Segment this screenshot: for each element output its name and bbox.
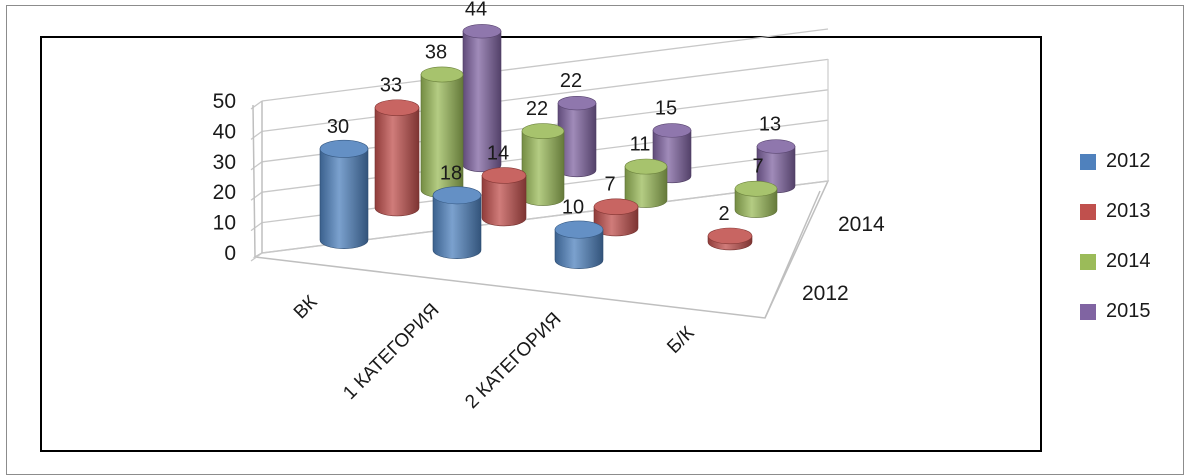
cylinder-2014-3 bbox=[734, 180, 778, 218]
category-label-1: 1 КАТЕГОРИЯ bbox=[339, 300, 443, 404]
cylinder-2013-0 bbox=[374, 99, 420, 217]
data-label-2014-2: 11 bbox=[630, 134, 651, 156]
y-tick-label-5: 50 bbox=[213, 90, 236, 113]
side-gridline-2 bbox=[250, 191, 263, 201]
cylinder-2014-2 bbox=[624, 158, 668, 208]
data-label-2014-1: 22 bbox=[526, 98, 548, 120]
data-label-2015-3: 13 bbox=[759, 113, 781, 135]
legend-swatch-1 bbox=[1080, 203, 1096, 220]
cylinder-2013-3 bbox=[707, 227, 753, 251]
depth-axis-line bbox=[764, 190, 821, 319]
y-tick-label-3: 30 bbox=[213, 151, 236, 174]
depth-axis-label-1: 2014 bbox=[838, 213, 885, 236]
data-label-2012-0: 30 bbox=[327, 116, 349, 138]
legend-label-2: 2014 bbox=[1106, 250, 1151, 272]
side-gridline-1 bbox=[250, 222, 263, 232]
legend-item-1: 2013 bbox=[1080, 200, 1151, 223]
side-gridline-0 bbox=[250, 252, 263, 262]
category-label-0: ВК bbox=[290, 292, 322, 324]
cylinder-2015-0 bbox=[462, 24, 502, 173]
side-gridline-3 bbox=[250, 161, 263, 171]
data-label-2013-1: 14 bbox=[487, 142, 509, 164]
cylinder-2014-0 bbox=[420, 66, 464, 198]
data-label-2015-1: 22 bbox=[560, 70, 582, 92]
legend-label-0: 2012 bbox=[1106, 150, 1151, 172]
cylinder-2012-0 bbox=[319, 139, 369, 249]
legend-item-2: 2014 bbox=[1080, 250, 1151, 273]
wall-gridline-5 bbox=[261, 28, 829, 102]
y-tick-label-0: 0 bbox=[224, 242, 236, 265]
data-label-2013-3: 2 bbox=[718, 203, 729, 225]
legend-swatch-0 bbox=[1080, 153, 1096, 170]
front-left-edge bbox=[252, 104, 256, 258]
data-label-2014-3: 7 bbox=[752, 156, 763, 178]
legend-item-0: 2012 bbox=[1080, 150, 1151, 173]
data-label-2013-2: 7 bbox=[604, 174, 615, 196]
cylinder-2013-1 bbox=[481, 167, 527, 227]
depth-axis-label-0: 2012 bbox=[802, 282, 849, 305]
cylinder-2014-1 bbox=[521, 123, 565, 206]
legend-swatch-2 bbox=[1080, 253, 1096, 270]
data-label-2012-1: 18 bbox=[440, 162, 462, 184]
legend-label-3: 2015 bbox=[1106, 300, 1151, 322]
data-label-2015-2: 15 bbox=[655, 97, 677, 119]
cylinder-2015-3 bbox=[756, 139, 796, 194]
cylinder-bars bbox=[319, 24, 796, 269]
y-tick-label-4: 40 bbox=[213, 120, 236, 143]
data-label-2013-0: 33 bbox=[380, 75, 402, 97]
y-tick-label-2: 20 bbox=[213, 181, 236, 204]
cylinder-2013-2 bbox=[593, 198, 639, 237]
wall-gridline-4 bbox=[261, 58, 829, 133]
legend-label-1: 2013 bbox=[1106, 200, 1151, 222]
plot-frame bbox=[40, 36, 1042, 452]
y-tick-label-1: 10 bbox=[213, 212, 236, 235]
cylinder-2012-2 bbox=[554, 220, 604, 269]
data-labels: 44 22 15 13 38 22 11 7 33 14 7 2 30 18 10 bbox=[327, 0, 781, 225]
data-label-2012-2: 10 bbox=[562, 197, 584, 219]
category-label-3: Б/К bbox=[663, 323, 698, 358]
legend-swatch-3 bbox=[1080, 303, 1096, 320]
cylinder-2012-1 bbox=[432, 186, 482, 259]
category-label-2: 2 КАТЕГОРИЯ bbox=[461, 309, 565, 413]
y-tick-labels: 0 10 20 30 40 50 bbox=[213, 90, 236, 265]
data-label-2015-0: 44 bbox=[465, 0, 487, 20]
depth-axis-labels: 2012 2014 bbox=[764, 190, 885, 319]
category-labels: ВК 1 КАТЕГОРИЯ 2 КАТЕГОРИЯ Б/К bbox=[290, 292, 699, 413]
legend-item-3: 2015 bbox=[1080, 300, 1151, 323]
data-label-2014-0: 38 bbox=[425, 41, 447, 63]
